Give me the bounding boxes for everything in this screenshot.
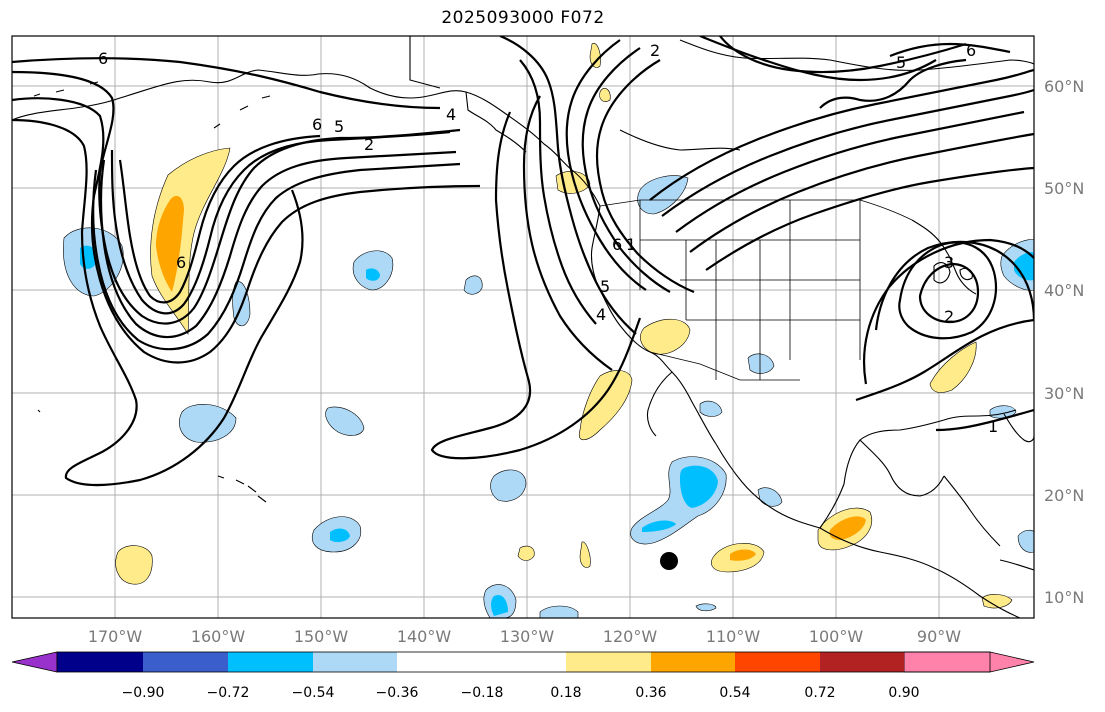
lat-label: 60°N [1044,77,1084,96]
colorbar-segment [482,652,566,672]
coastlines [12,36,1034,618]
colorbar-tick-label: −0.54 [292,685,335,701]
colorbar-tick-label: −0.90 [122,685,165,701]
contour-label: 2 [650,41,660,60]
colorbar-tick-label: −0.72 [207,685,250,701]
contour-label: 6 [312,115,322,134]
lon-label: 100°W [809,627,864,646]
colorbar: −0.90 −0.72 −0.54 −0.36 −0.18 0.18 0.36 … [11,651,1035,701]
map-background [12,36,1034,618]
contour-label: 5 [600,277,610,296]
lon-label: 140°W [397,627,452,646]
colorbar-tick-label: 0.18 [550,685,581,701]
colorbar-segment [397,652,482,672]
contour-label-group: 6 6 5 2 2 4 6 6 1 5 4 3 2 1 5 6 [98,41,998,436]
colorbar-segment [651,652,735,672]
lon-label: 130°W [500,627,555,646]
longitude-labels: 170°W 160°W 150°W 140°W 130°W 120°W 110°… [88,627,961,646]
colorbar-segment [735,652,820,672]
colorbar-extend-low [11,651,58,673]
colorbar-tick-label: 0.72 [804,685,835,701]
colorbar-segment [566,652,651,672]
contour-label: 5 [896,53,906,72]
lon-label: 110°W [706,627,761,646]
storm-marker-icon [660,552,678,570]
contour-label: 1 [988,417,998,436]
colorbar-tick-label: 0.90 [888,685,919,701]
contour-label: 6 [612,235,622,254]
lat-label: 20°N [1044,486,1084,505]
lat-label: 40°N [1044,281,1084,300]
contour-label: 2 [364,135,374,154]
lon-label: 150°W [294,627,349,646]
contour-label: 4 [446,105,456,124]
contour-label: 6 [176,253,186,272]
contour-label: 2 [944,307,954,326]
lon-label: 90°W [917,627,961,646]
contour-label: 3 [944,253,954,272]
colorbar-outline [56,651,991,673]
colorbar-tick-label: 0.54 [719,685,750,701]
colorbar-segment [143,652,228,672]
lat-label: 30°N [1044,384,1084,403]
colorbar-tick-label: −0.18 [461,685,504,701]
latitude-labels: 60°N 50°N 40°N 30°N 20°N 10°N [1044,77,1084,607]
colorbar-tick-label: −0.36 [376,685,419,701]
contour-label: 5 [334,117,344,136]
lon-label: 170°W [88,627,143,646]
anomaly-fills [63,43,1034,618]
lon-label: 160°W [191,627,246,646]
colorbar-segment [820,652,904,672]
map-frame [11,35,1035,619]
contour-label: 1 [626,235,636,254]
colorbar-segment [313,652,397,672]
colorbar-segment [57,652,143,672]
lat-label: 50°N [1044,179,1084,198]
colorbar-tick-label: 0.36 [635,685,666,701]
contour-label: 6 [966,41,976,60]
colorbar-segment [228,652,313,672]
contour-lines [12,36,1034,487]
contour-label: 4 [596,305,606,324]
lon-label: 120°W [603,627,658,646]
contour-label: 6 [98,49,108,68]
colorbar-extend-high [903,651,1035,673]
lat-label: 10°N [1044,588,1084,607]
map-title: 2025093000 F072 [441,8,605,28]
